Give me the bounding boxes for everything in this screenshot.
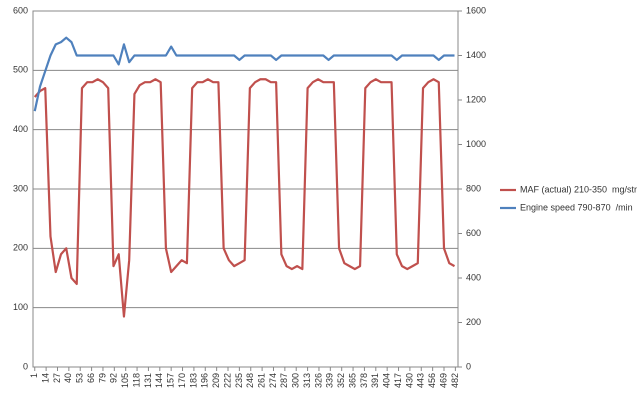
x-tick-label: 27 [52,373,62,383]
x-tick-label: 14 [40,373,50,383]
y-tick-label: 200 [13,243,28,253]
x-tick-label: 378 [359,373,369,388]
y-tick-label: 600 [13,5,28,15]
legend-label: Engine speed 790-870 /min [520,202,633,212]
x-tick-label: 300 [291,373,301,388]
y2-tick-label: 1000 [466,139,486,149]
x-tick-label: 92 [109,373,119,383]
data-line [33,78,456,318]
y-tick-label: 300 [13,183,28,193]
x-tick-label: 443 [416,373,426,388]
x-tick-label: 53 [75,373,85,383]
x-tick-label: 469 [438,373,448,388]
x-tick-label: 66 [86,373,96,383]
x-tick-label: 170 [177,373,187,388]
x-tick-label: 287 [279,373,289,388]
x-tick-label: 365 [347,373,357,388]
x-tick-label: 274 [268,373,278,388]
x-tick-label: 118 [131,373,141,387]
y-tick-label: 500 [13,65,28,75]
y-tick-label: 400 [13,124,28,134]
y2-tick-label: 1400 [466,50,486,60]
x-tick-label: 430 [404,373,414,388]
x-tick-label: 79 [97,373,107,383]
x-tick-label: 1 [29,373,39,378]
y2-tick-label: 400 [466,272,481,282]
y2-tick-label: 0 [466,361,471,371]
x-tick-label: 105 [120,373,130,388]
legend-label: MAF (actual) 210-350 mg/str [520,184,637,194]
x-tick-label: 339 [325,373,335,388]
data-line [33,36,455,112]
x-tick-label: 391 [370,373,380,388]
x-tick-label: 248 [245,373,255,388]
x-tick-label: 326 [313,373,323,388]
x-tick-label: 352 [336,373,346,388]
x-tick-label: 404 [382,373,392,388]
x-tick-label: 313 [302,373,312,388]
x-tick-label: 209 [211,373,221,388]
y2-tick-label: 600 [466,228,481,238]
x-tick-label: 482 [450,373,460,388]
x-tick-label: 456 [427,373,437,388]
y2-tick-label: 800 [466,183,481,193]
x-tick-label: 157 [166,373,176,388]
x-tick-label: 183 [188,373,198,388]
y2-tick-label: 200 [466,317,481,327]
y2-tick-label: 1200 [466,94,486,104]
y-tick-label: 0 [23,361,28,371]
x-tick-label: 235 [234,373,244,388]
y-tick-label: 100 [13,302,28,312]
x-tick-label: 131 [143,373,153,388]
x-tick-label: 261 [256,373,266,388]
y2-tick-label: 1600 [466,5,486,15]
x-tick-label: 40 [63,373,73,383]
x-tick-label: 417 [393,373,403,388]
x-tick-label: 222 [222,373,232,388]
x-tick-label: 144 [154,373,164,388]
x-tick-label: 196 [200,373,210,388]
